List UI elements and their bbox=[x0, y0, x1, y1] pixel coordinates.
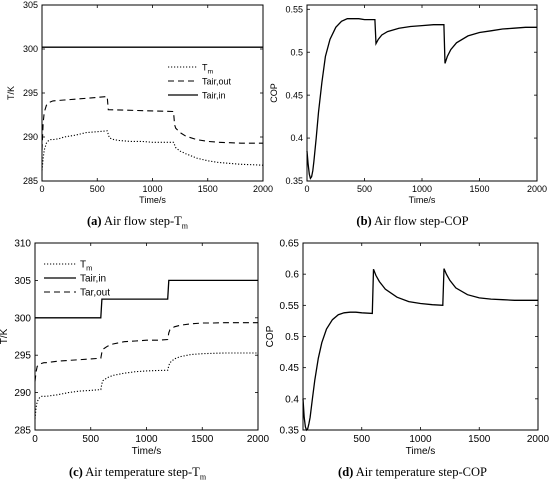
x-tick-label: 1500 bbox=[198, 184, 218, 194]
legend-label: Tair,in bbox=[202, 91, 226, 101]
x-tick-label: 1000 bbox=[135, 434, 158, 445]
x-axis-label: Time/s bbox=[406, 446, 436, 457]
legend-label: Tair,out bbox=[202, 77, 232, 87]
x-tick-label: 500 bbox=[82, 434, 99, 445]
x-tick-label: 0 bbox=[32, 434, 38, 445]
y-axis-label: T/K bbox=[0, 328, 10, 344]
y-tick-label: 0.35 bbox=[280, 426, 300, 437]
caption-d-text: Air temperature step-COP bbox=[355, 465, 487, 479]
plot-frame bbox=[34, 242, 259, 431]
x-tick-label: 2000 bbox=[527, 434, 550, 445]
caption-d-letter: (d) bbox=[338, 465, 354, 479]
x-tick-label: 0 bbox=[300, 434, 306, 445]
x-axis-label: Time/s bbox=[132, 446, 162, 457]
x-tick-label: 500 bbox=[353, 434, 370, 445]
caption-b-text: Air flow step-COP bbox=[374, 214, 469, 228]
legend-label: Tm bbox=[202, 63, 214, 76]
caption-b: (b) Air flow step-COP bbox=[275, 214, 550, 229]
x-tick-label: 2000 bbox=[253, 184, 273, 194]
y-tick-label: 305 bbox=[14, 276, 31, 287]
y-tick-label: 310 bbox=[14, 239, 31, 250]
series-line-tar-out bbox=[34, 322, 258, 382]
y-tick-label: 0.45 bbox=[285, 90, 303, 100]
y-tick-label: 285 bbox=[23, 176, 38, 186]
series-line-cop bbox=[306, 18, 537, 180]
x-axis-label: Time/s bbox=[139, 195, 166, 205]
caption-c-letter: (c) bbox=[68, 465, 83, 479]
y-tick-label: 300 bbox=[14, 313, 31, 324]
panel-b-chart: 0 500 1000 1500 2000 0.35 0.4 0.45 0.5 0.55 Time/s… bbox=[269, 4, 547, 205]
caption-c: (c) Air temperature step-Tm bbox=[0, 465, 275, 482]
y-tick-label: 0.4 bbox=[285, 394, 299, 405]
y-tick-label: 0.45 bbox=[280, 363, 300, 374]
caption-c-text: Air temperature step-T bbox=[85, 465, 200, 479]
y-tick-label: 300 bbox=[23, 44, 38, 54]
y-tick-label: 295 bbox=[14, 351, 31, 362]
x-tick-label: 2000 bbox=[247, 434, 270, 445]
x-tick-label: 1500 bbox=[469, 184, 489, 194]
x-tick-label: 0 bbox=[39, 184, 44, 194]
y-axis-label: COP bbox=[265, 325, 276, 347]
x-tick-label: 1500 bbox=[468, 434, 491, 445]
panel-d-chart: 0 500 1000 1500 2000 0.35 0.4 0.45 0.5 0.55 0.6 0.6… bbox=[265, 239, 550, 458]
x-axis-label: Time/s bbox=[409, 195, 436, 205]
caption-b-letter: (b) bbox=[356, 214, 372, 228]
caption-a-sub: m bbox=[181, 221, 188, 231]
y-tick-label: 0.35 bbox=[285, 176, 303, 186]
x-tick-label: 0 bbox=[304, 184, 309, 194]
legend-label: Tair,in bbox=[80, 274, 106, 285]
y-axis-label: T/K bbox=[6, 86, 16, 100]
panel-a-chart: 0 500 1000 1500 2000 285 290 295 300 305 Time/s T/K… bbox=[6, 0, 273, 205]
panel-c-chart: 0 500 1000 1500 2000 285 290 295 300 305 310 Time/s… bbox=[0, 239, 270, 458]
y-tick-label: 0.55 bbox=[280, 301, 300, 312]
x-tick-label: 1500 bbox=[191, 434, 214, 445]
legend-label: Tar,out bbox=[80, 288, 110, 299]
y-tick-label: 285 bbox=[14, 426, 31, 437]
series-line-cop bbox=[302, 268, 538, 432]
y-tick-label: 305 bbox=[23, 0, 38, 10]
caption-c-sub: m bbox=[199, 472, 207, 482]
caption-a-text: Air flow step-T bbox=[104, 214, 182, 228]
y-tick-label: 0.5 bbox=[290, 47, 303, 57]
x-tick-label: 500 bbox=[357, 184, 372, 194]
y-tick-label: 0.55 bbox=[285, 4, 303, 14]
y-tick-label: 290 bbox=[14, 388, 31, 399]
caption-d: (d) Air temperature step-COP bbox=[275, 465, 550, 480]
plot-frame bbox=[306, 4, 538, 182]
x-tick-label: 2000 bbox=[527, 184, 547, 194]
series-line-tair-out bbox=[41, 95, 263, 151]
legend-label: Tm bbox=[80, 260, 92, 273]
series-line-tm bbox=[41, 130, 264, 171]
y-tick-label: 0.5 bbox=[285, 332, 299, 343]
x-tick-label: 500 bbox=[90, 184, 105, 194]
plot-frame bbox=[41, 4, 264, 182]
x-tick-label: 1000 bbox=[409, 434, 432, 445]
series-line-tair-in bbox=[35, 279, 258, 319]
x-tick-label: 1000 bbox=[142, 184, 162, 194]
y-tick-label: 0.4 bbox=[290, 133, 303, 143]
caption-a-letter: (a) bbox=[86, 214, 102, 228]
x-tick-label: 1000 bbox=[412, 184, 432, 194]
plot-frame bbox=[302, 242, 539, 431]
caption-a: (a) Air flow step-Tm bbox=[0, 214, 275, 231]
series-line-tm bbox=[34, 352, 258, 419]
y-tick-label: 295 bbox=[23, 88, 38, 98]
y-tick-label: 0.6 bbox=[285, 270, 299, 281]
y-tick-label: 0.65 bbox=[280, 239, 300, 250]
y-axis-label: COP bbox=[269, 83, 279, 103]
y-tick-label: 290 bbox=[23, 132, 38, 142]
